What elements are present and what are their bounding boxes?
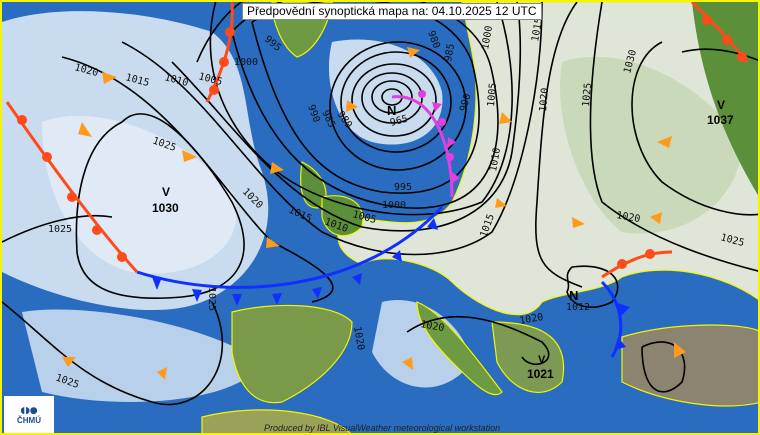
wind-arrow-icon [266, 237, 280, 248]
wind-arrow-icon [270, 162, 284, 174]
logo-text: ČHMÚ [17, 416, 41, 425]
land-layer [201, 2, 758, 433]
high-center-value: 1021 [527, 367, 554, 381]
isobar-label: 990 [458, 92, 473, 112]
low-center-symbol: N [387, 103, 396, 118]
wind-arrow-icon [674, 342, 686, 358]
high-center-value: 1030 [152, 201, 179, 215]
wind-arrow-icon [499, 112, 512, 124]
wind-arrows [62, 47, 686, 380]
wind-arrow-icon [346, 100, 358, 112]
wind-arrow-icon [650, 212, 662, 224]
isobar-label: 965 [389, 114, 409, 129]
isobar-label: 980 [425, 29, 442, 50]
isobar-label: 1000 [480, 25, 495, 51]
map-title: Předpovědní synoptická mapa na: 04.10.20… [242, 3, 542, 20]
wind-arrow-icon [78, 122, 92, 137]
wind-arrow-icon [157, 367, 167, 380]
isobar-label: 1025 [581, 82, 594, 107]
fronts [5, 2, 749, 358]
low-center-symbol: N [569, 288, 578, 303]
occluded-front [391, 95, 454, 198]
high-center-symbol: V [162, 185, 170, 199]
isobar-label: 1020 [519, 312, 545, 327]
cold-front [136, 205, 444, 289]
isobar-label: 1005 [486, 82, 499, 107]
logo-icon: ◖◗● [20, 406, 38, 416]
low-center-value: 1012 [566, 302, 590, 313]
isobar-label: 1020 [615, 210, 641, 225]
isobar-label: 1015 [287, 205, 313, 225]
pressure-centers: N V 1030 V 1037 N 1012 V 1021 [152, 98, 734, 381]
isobar-label: 1000 [382, 200, 406, 211]
isobar-label: 1020 [351, 326, 366, 352]
wind-arrow-icon [102, 72, 117, 84]
isobar-label: 1010 [488, 147, 503, 173]
isobar-label: 1015 [530, 17, 545, 43]
high-center-symbol: V [538, 354, 546, 366]
chmu-logo: ◖◗● ČHMÚ [4, 396, 54, 433]
isobar-label: 1000 [234, 57, 258, 68]
isobar-label: 985 [443, 43, 457, 63]
wind-arrow-icon [182, 150, 197, 162]
isobar-label: 995 [394, 182, 412, 193]
wind-arrow-icon [657, 136, 672, 148]
wind-arrow-icon [62, 357, 76, 367]
isobar-label: 995 [262, 34, 283, 54]
high-center-symbol: V [717, 98, 725, 112]
isobar-label: 1020 [419, 319, 445, 334]
wind-arrow-icon [407, 47, 420, 58]
wind-arrow-icon [402, 357, 413, 370]
isobar-label: 1020 [538, 87, 551, 112]
wind-arrow-icon [495, 198, 507, 208]
isobar-label: 1025 [206, 287, 217, 311]
high-center-value: 1037 [707, 113, 734, 127]
isobar-label: 1025 [48, 224, 72, 235]
wind-arrow-icon [572, 217, 585, 228]
credit-text: Produced by IBL VisualWeather meteorolog… [264, 423, 501, 433]
isobar-label: 990 [305, 103, 322, 124]
warm-front-blacksea [601, 250, 673, 279]
